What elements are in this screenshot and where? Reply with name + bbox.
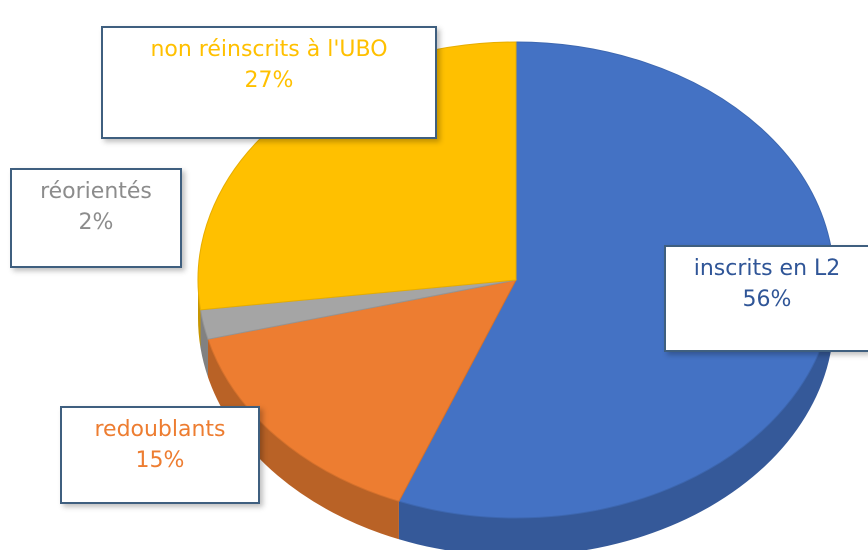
- pie-slice-redoublants: [207, 279, 517, 502]
- data-label-redoublants: redoublants 15%: [60, 406, 260, 504]
- slice-label-text: non réinscrits à l'UBO: [150, 37, 388, 62]
- slice-label-text: inscrits en L2: [693, 256, 841, 281]
- slice-percent-text: 27%: [244, 68, 294, 93]
- slice-percent-text: 15%: [135, 448, 185, 473]
- data-label-reorientes: réorientés 2%: [10, 168, 182, 268]
- slice-percent-text: 56%: [742, 287, 792, 312]
- pie-side-redoublants: [207, 339, 399, 540]
- slice-percent-text: 2%: [78, 210, 114, 235]
- data-label-inscrits-en-l2: inscrits en L2 56%: [664, 245, 868, 352]
- data-label-non-reinscrits: non réinscrits à l'UBO 27%: [101, 26, 437, 139]
- slice-label-text: redoublants: [94, 417, 226, 442]
- pie-side-reorientes: [200, 309, 208, 378]
- pie-side-inscrits-en-l2: [398, 280, 834, 550]
- slice-label-text: réorientés: [40, 179, 152, 204]
